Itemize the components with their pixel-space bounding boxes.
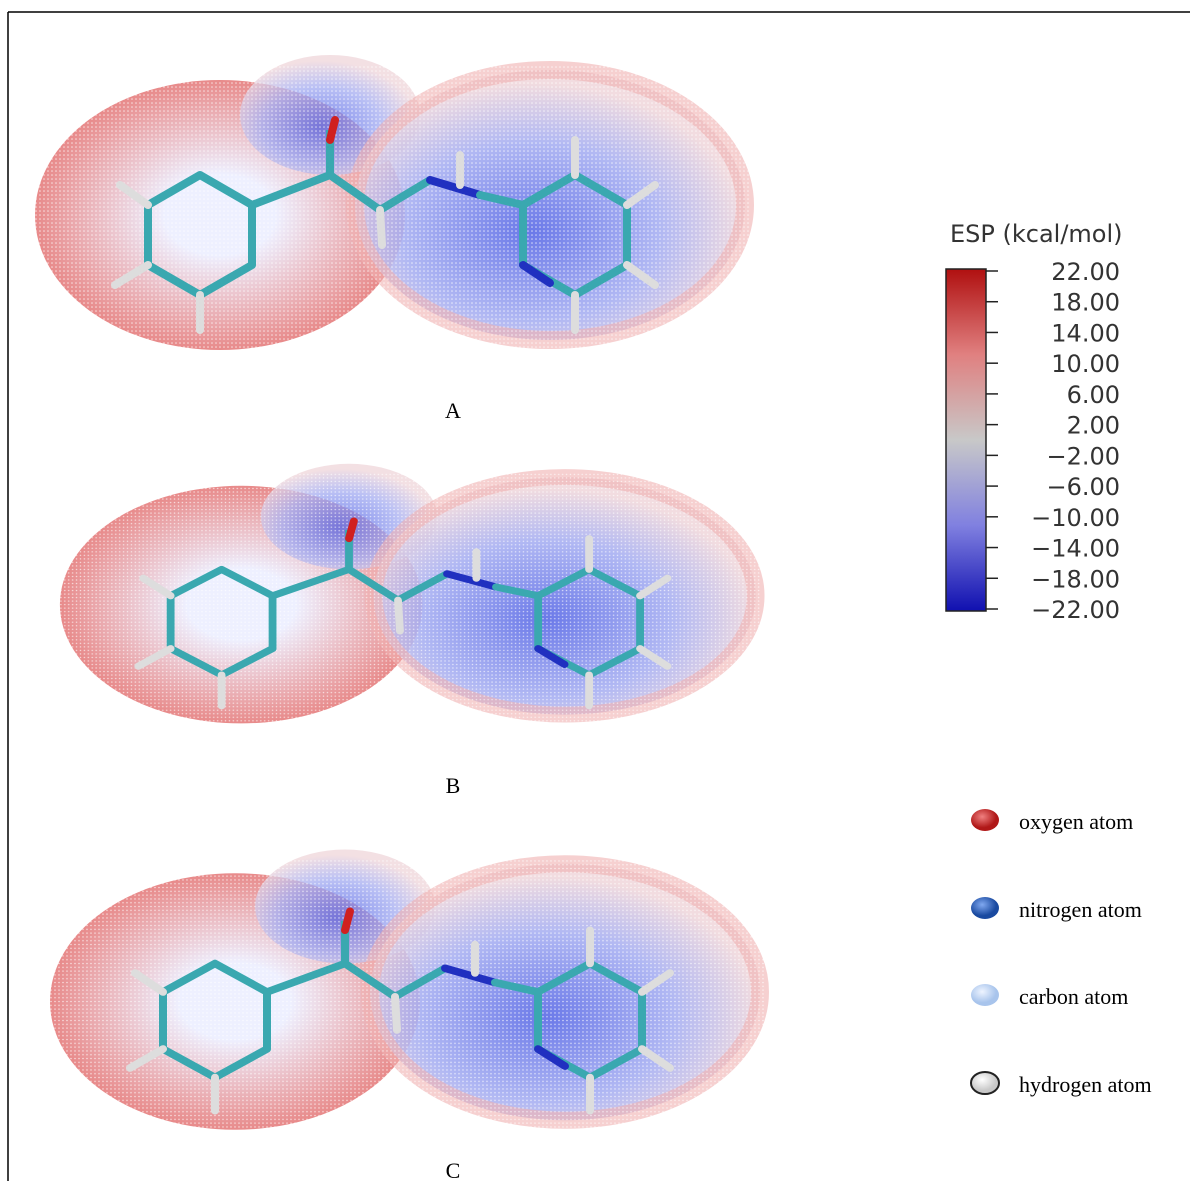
colorbar-tick-label: 6.00	[1067, 381, 1120, 409]
colorbar-tick-label: 2.00	[1067, 412, 1120, 440]
legend-swatch	[971, 809, 999, 831]
colorbar-tick-label: 14.00	[1051, 319, 1120, 347]
colorbar-tick-label: −22.00	[1031, 596, 1120, 624]
colorbar	[945, 268, 987, 612]
colorbar-title: ESP (kcal/mol)	[950, 220, 1123, 248]
legend: oxygen atom nitrogen atom carbon atom hydro…	[970, 809, 1152, 1097]
legend-label: oxygen atom	[1019, 809, 1133, 834]
colorbar-tick-label: −10.00	[1031, 504, 1120, 532]
legend-label: hydrogen atom	[1019, 1072, 1152, 1097]
legend-swatch	[970, 1071, 1000, 1095]
colorbar-tick-label: −2.00	[1046, 442, 1120, 470]
panel-label: A	[445, 398, 461, 423]
legend-swatch	[971, 897, 999, 919]
colorbar-tick-label: 22.00	[1051, 258, 1120, 286]
colorbar-tick-label: −6.00	[1046, 473, 1120, 501]
panel-c-image	[45, 850, 765, 1145]
colorbar-tick-label: 18.00	[1051, 289, 1120, 317]
panel-a-image	[30, 55, 750, 365]
legend-swatch	[971, 984, 999, 1006]
colorbar-tick-label: −14.00	[1031, 535, 1120, 563]
panel-b-image	[55, 464, 761, 737]
panel-label: B	[446, 773, 461, 798]
legend-label: carbon atom	[1019, 984, 1128, 1009]
legend-label: nitrogen atom	[1019, 897, 1142, 922]
colorbar-tick-label: −18.00	[1031, 565, 1120, 593]
panel-label: C	[446, 1158, 461, 1181]
colorbar-tick-label: 10.00	[1051, 350, 1120, 378]
